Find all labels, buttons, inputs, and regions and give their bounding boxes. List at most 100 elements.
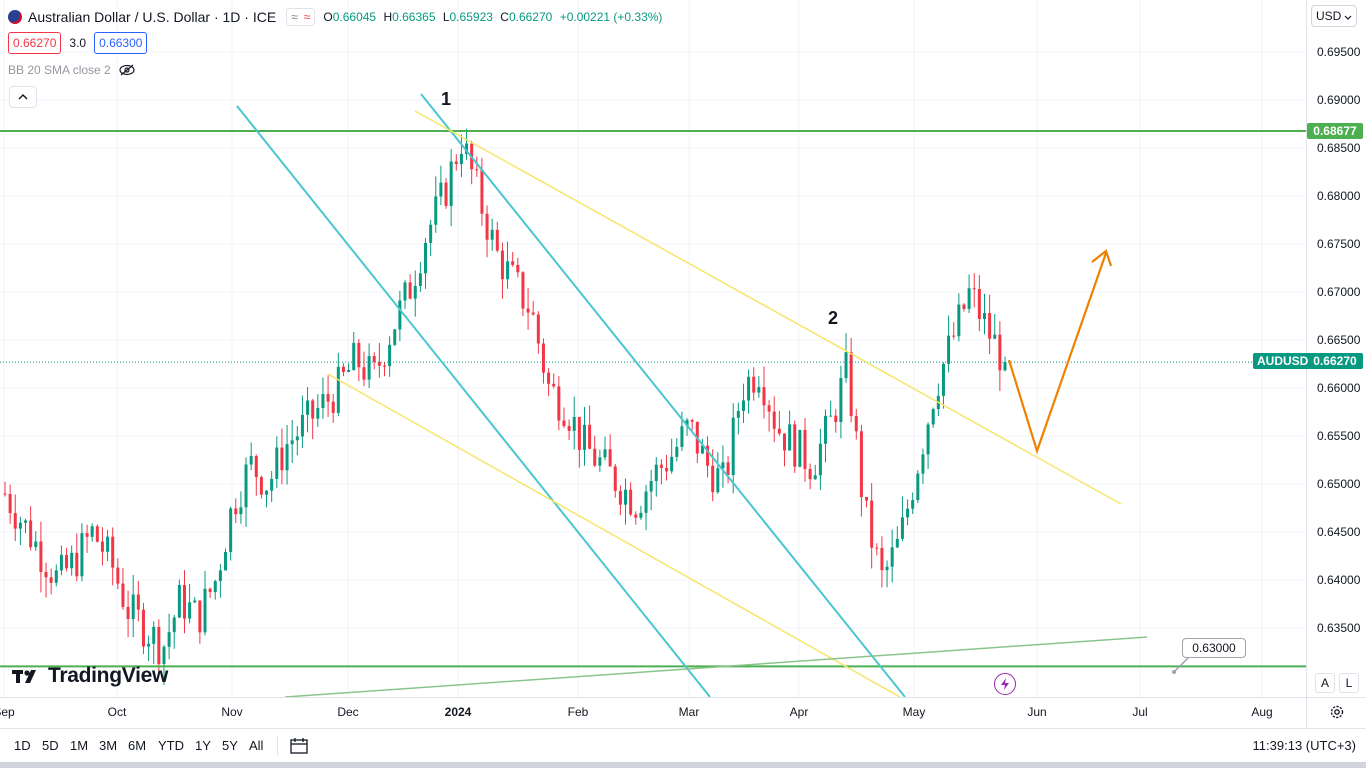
candle-body bbox=[716, 468, 720, 493]
price-axis[interactable]: USD 0.69500 0.69000 0.68500 0.68000 0.67500 0… bbox=[1306, 0, 1366, 697]
candle-body bbox=[316, 408, 320, 419]
axis-settings[interactable] bbox=[1306, 697, 1366, 728]
candle-body bbox=[947, 335, 951, 364]
price-tick: 0.64000 bbox=[1317, 573, 1361, 587]
gear-icon[interactable] bbox=[1329, 704, 1345, 725]
compare-icon[interactable]: ≈ ≈ bbox=[286, 8, 316, 26]
candle-body bbox=[177, 585, 181, 618]
candle-body bbox=[403, 282, 407, 301]
candle-body bbox=[547, 372, 551, 384]
candle-body bbox=[357, 342, 361, 368]
candle-body bbox=[311, 400, 315, 419]
timeframe-button-5y[interactable]: 5Y bbox=[222, 738, 238, 753]
auto-scale-button[interactable]: A bbox=[1315, 673, 1335, 693]
log-scale-button[interactable]: L bbox=[1339, 673, 1359, 693]
currency-selector[interactable]: USD bbox=[1311, 5, 1357, 27]
candle-body bbox=[829, 415, 833, 417]
candle-body bbox=[90, 526, 94, 537]
bottom-strip bbox=[0, 762, 1366, 768]
candle-body bbox=[511, 261, 515, 265]
calendar-icon[interactable] bbox=[289, 737, 309, 760]
candle-body bbox=[182, 585, 186, 619]
indicator-label[interactable]: BB 20 SMA close 2 bbox=[8, 63, 111, 77]
candle-body bbox=[526, 308, 530, 313]
candle-body bbox=[865, 497, 869, 501]
timeframe-button-1y[interactable]: 1Y bbox=[195, 738, 211, 753]
candle-body bbox=[295, 436, 299, 441]
candle-body bbox=[141, 609, 145, 647]
candle-body bbox=[675, 446, 679, 457]
chevron-up-icon[interactable] bbox=[9, 86, 37, 108]
candle-body bbox=[454, 161, 458, 165]
candle-body bbox=[80, 533, 84, 577]
candle-body bbox=[434, 196, 438, 225]
candle-body bbox=[39, 541, 43, 572]
candle-body bbox=[193, 600, 197, 603]
candle-body bbox=[916, 473, 920, 501]
candle-body bbox=[126, 606, 130, 620]
candle-body bbox=[147, 643, 151, 647]
lightning-icon[interactable] bbox=[994, 673, 1016, 695]
candle-body bbox=[326, 394, 330, 402]
candle-body bbox=[562, 420, 566, 426]
timeframe-button-3m[interactable]: 3M bbox=[99, 738, 118, 753]
candle-body bbox=[988, 313, 992, 339]
time-axis[interactable]: Sep Oct Nov Dec 2024 Feb Mar Apr May Jun Jul Aug bbox=[0, 697, 1306, 728]
candle-body bbox=[475, 169, 479, 171]
channel-line-yellow bbox=[414, 110, 1122, 505]
price-tick: 0.69500 bbox=[1317, 45, 1361, 59]
candle-body bbox=[1003, 362, 1007, 371]
bottom-toolbar: 1D 5D 1M 3M 6M YTD 1Y 5Y All 11:39:13 (UTC+3) bbox=[0, 728, 1366, 763]
timeframe-button-1d[interactable]: 1D bbox=[14, 738, 31, 753]
candle-body bbox=[541, 343, 545, 373]
candle-body bbox=[747, 376, 751, 401]
candle-body bbox=[603, 449, 607, 458]
timeframe-button-all[interactable]: All bbox=[249, 738, 264, 753]
candle-body bbox=[280, 447, 284, 471]
candle-body bbox=[162, 646, 166, 665]
candle-body bbox=[921, 454, 925, 474]
candle-body bbox=[254, 456, 258, 478]
candle-body bbox=[906, 508, 910, 518]
candle-body bbox=[726, 462, 730, 476]
candle-body bbox=[29, 520, 33, 548]
candle-body bbox=[300, 414, 304, 437]
candle-body bbox=[54, 570, 58, 583]
candle-body bbox=[736, 410, 740, 418]
candle-body bbox=[24, 520, 28, 523]
candle-body bbox=[803, 429, 807, 469]
eye-off-icon[interactable] bbox=[119, 64, 135, 76]
symbol-title[interactable]: Australian Dollar / U.S. Dollar · 1D · I… bbox=[28, 9, 277, 25]
candle-body bbox=[993, 334, 997, 339]
timeframe-button-ytd[interactable]: YTD bbox=[158, 738, 184, 753]
candle-body bbox=[372, 356, 376, 362]
timeframe-button-6m[interactable]: 6M bbox=[128, 738, 147, 753]
candle-body bbox=[136, 594, 140, 610]
spread-value: 3.0 bbox=[69, 36, 87, 50]
buy-button[interactable]: 0.66300 bbox=[94, 32, 148, 54]
candle-body bbox=[685, 420, 689, 427]
clock[interactable]: 11:39:13 (UTC+3) bbox=[1252, 738, 1356, 753]
candle-body bbox=[224, 551, 228, 571]
candle-body bbox=[362, 367, 366, 380]
candle-body bbox=[854, 416, 858, 432]
timeframe-button-1m[interactable]: 1M bbox=[70, 738, 89, 753]
candle-body bbox=[690, 420, 694, 422]
chart-area[interactable]: Australian Dollar / U.S. Dollar · 1D · I… bbox=[0, 0, 1306, 697]
chart-canvas[interactable] bbox=[0, 0, 1306, 697]
price-callout[interactable]: 0.63000 bbox=[1182, 638, 1246, 658]
candle-body bbox=[849, 352, 853, 417]
indicator-row[interactable]: BB 20 SMA close 2 bbox=[8, 63, 135, 77]
candle-body bbox=[490, 229, 494, 240]
price-tick: 0.66500 bbox=[1317, 333, 1361, 347]
candle-body bbox=[582, 424, 586, 450]
candle-body bbox=[388, 344, 392, 367]
candle-body bbox=[485, 213, 489, 240]
candle-body bbox=[172, 617, 176, 633]
price-tick: 0.69000 bbox=[1317, 93, 1361, 107]
candle-body bbox=[111, 536, 115, 568]
projection-arrowhead bbox=[1091, 249, 1113, 267]
sell-button[interactable]: 0.66270 bbox=[8, 32, 62, 54]
candle-body bbox=[777, 428, 781, 434]
timeframe-button-5d[interactable]: 5D bbox=[42, 738, 59, 753]
